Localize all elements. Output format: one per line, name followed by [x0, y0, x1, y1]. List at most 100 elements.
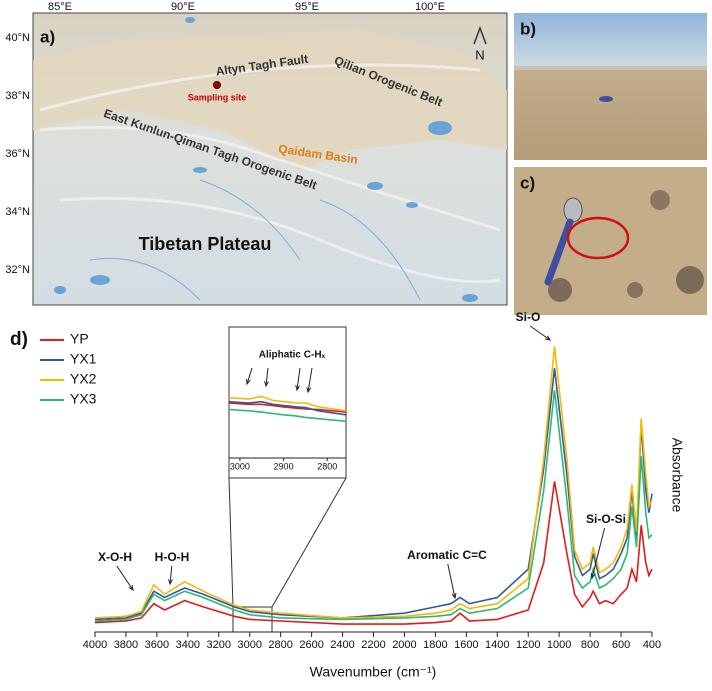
legend-label: YX2: [70, 371, 97, 387]
sky: [514, 13, 707, 68]
rock: [676, 266, 704, 294]
lat-label: 38°N: [5, 90, 30, 102]
lon-label: 90°E: [171, 1, 195, 13]
lon-label: 85°E: [48, 1, 72, 13]
x-tick-label: 4000: [83, 639, 107, 651]
annotation: Aliphatic C-Hₓ: [259, 350, 326, 361]
spectrum-line: [228, 395, 347, 412]
spectrum-line: [228, 408, 347, 423]
spectrum-line: [94, 481, 653, 625]
spectrum-line: [94, 346, 653, 619]
annotation: Aromatic C=C: [407, 548, 487, 562]
lake: [193, 167, 207, 173]
photo: [514, 167, 707, 315]
arrow-head: [590, 572, 596, 580]
arrow-head: [168, 579, 173, 586]
lat-label: 36°N: [5, 148, 30, 160]
x-tick-label: 1000: [547, 639, 571, 651]
arrow-head: [128, 584, 134, 592]
x-tick-label: 2400: [330, 639, 354, 651]
rock: [650, 190, 670, 210]
spectrum-line: [94, 368, 653, 621]
lake: [185, 17, 195, 23]
x-tick-label: 2800: [268, 639, 292, 651]
photo-b: b): [514, 13, 707, 160]
rock: [627, 282, 643, 298]
legend-label: YP: [70, 331, 89, 347]
annotation-arrow: [296, 367, 301, 391]
horizon: [514, 66, 707, 70]
lake: [462, 294, 478, 302]
annotation: X-O-H: [98, 550, 132, 564]
lon-label: 100°E: [415, 1, 445, 13]
zoom-connector: [271, 477, 347, 608]
x-tick-label: 1400: [485, 639, 509, 651]
y-axis-title: Absorbance: [669, 438, 685, 513]
x-axis-title: Wavenumber (cm⁻¹): [310, 664, 437, 680]
arrow-head: [306, 387, 312, 394]
arrow-head: [264, 381, 269, 388]
x-tick-label: 600: [612, 639, 630, 651]
x-tick-label: 400: [643, 639, 661, 651]
x-tick-label: 3000: [237, 639, 261, 651]
spectrum-line: [228, 400, 347, 416]
spoon-handle: [544, 218, 574, 286]
spectrum-line: [94, 390, 653, 622]
sampling-site: [213, 81, 221, 89]
x-tick-label: 3400: [176, 639, 200, 651]
photo-c: c): [514, 167, 707, 315]
lake: [90, 275, 110, 285]
map-panel: 85°E 90°E 95°E 100°E 40°N 38°N 36°N 34°N…: [5, 1, 508, 306]
x-tick-label: 3000: [230, 461, 250, 471]
annotation-arrow: [265, 367, 269, 387]
x-tick-label: 3600: [145, 639, 169, 651]
annotation-arrow: [591, 527, 606, 579]
annotation-arrow: [246, 367, 253, 385]
panel-label: d): [10, 329, 28, 350]
x-tick-label: 2000: [392, 639, 416, 651]
arrow-head: [451, 592, 457, 600]
annotation-arrow: [169, 565, 173, 585]
map-label: Sampling site: [188, 92, 247, 102]
rivers: [89, 179, 421, 301]
lake: [406, 202, 418, 208]
highlight-circle: [566, 216, 630, 260]
x-tick-label: 1200: [516, 639, 540, 651]
annotation-arrow: [116, 565, 134, 591]
rock: [548, 278, 572, 302]
annotation: Si-O-Si: [586, 512, 626, 526]
lon-label: 95°E: [295, 1, 319, 13]
panel-label: a): [40, 27, 55, 46]
x-tick-label: 800: [581, 639, 599, 651]
lake: [54, 286, 66, 294]
x-tick-label: 2200: [361, 639, 385, 651]
north-label: N: [475, 47, 484, 62]
spoon: [563, 197, 583, 223]
arrow-head: [246, 378, 251, 386]
annotation: Si-O: [516, 310, 541, 324]
x-tick-label: 3800: [114, 639, 138, 651]
arrow-head: [545, 335, 552, 341]
annotation-arrow: [447, 563, 456, 599]
panel-label: c): [520, 173, 535, 192]
x-tick-label: 3200: [207, 639, 231, 651]
x-tick-label: 2900: [274, 461, 294, 471]
arrow-head: [295, 385, 300, 392]
annotation: H-O-H: [155, 550, 190, 564]
annotation-arrow: [307, 367, 313, 393]
lake: [428, 121, 452, 135]
north-arrow: [473, 25, 487, 45]
legend-label: YX3: [70, 391, 97, 407]
x-tick-label: 2800: [317, 461, 337, 471]
panel-label: b): [520, 19, 536, 38]
lat-label: 32°N: [5, 264, 30, 276]
lat-label: 40°N: [5, 32, 30, 44]
legend-label: YX1: [70, 351, 97, 367]
x-tick-label: 1600: [454, 639, 478, 651]
map-label: Tibetan Plateau: [139, 234, 272, 254]
zoom-connector: [228, 477, 234, 608]
x-tick-label: 1800: [423, 639, 447, 651]
lat-label: 34°N: [5, 206, 30, 218]
object: [599, 96, 613, 102]
